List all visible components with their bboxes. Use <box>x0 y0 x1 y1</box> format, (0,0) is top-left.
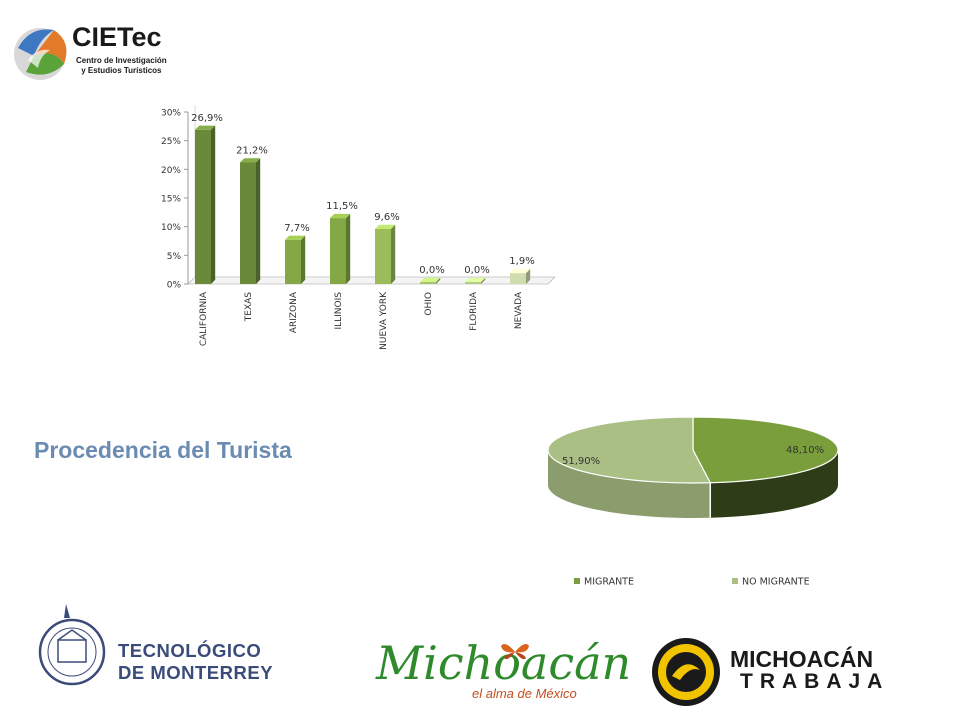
bar-data-label: 0,0% <box>419 265 444 276</box>
bar-side <box>346 213 351 284</box>
pie-slice-side <box>710 450 838 518</box>
cietec-emblem-icon <box>14 28 67 80</box>
bar-side <box>256 158 261 284</box>
legend-label: MIGRANTE <box>584 577 634 588</box>
michoacan-tagline: el alma de México <box>472 686 577 701</box>
bar-side <box>526 268 531 284</box>
y-tick-label: 20% <box>161 166 181 176</box>
bar-data-label: 11,5% <box>326 201 358 212</box>
bar-data-label: 21,2% <box>236 145 268 156</box>
bar-data-label: 0,0% <box>464 265 489 276</box>
bar-top <box>330 213 351 219</box>
bar-data-label: 9,6% <box>374 212 399 223</box>
bar-top <box>510 268 531 274</box>
bar-category-label: ARIZONA <box>289 291 299 333</box>
tec-monterrey-logo <box>36 600 286 695</box>
cietec-logo-subtitle: Centro de Investigación y Estudios Turís… <box>76 56 167 76</box>
pie-data-label: 48,10% <box>786 445 824 456</box>
pie-chart: 48,10% 51,90% MIGRANTE NO MIGRANTE <box>547 416 839 588</box>
bar-front <box>240 162 256 284</box>
bar-top <box>465 277 486 282</box>
cietec-subtitle-line1: Centro de Investigación <box>76 56 167 65</box>
bar-front <box>465 282 481 284</box>
bar-category-label: TEXAS <box>244 292 254 323</box>
bar-front <box>510 273 526 284</box>
michoacan-trabaja-logo <box>650 636 875 706</box>
pie-slice-top <box>692 416 839 484</box>
michoacan-trabaja-line2: TRABAJA <box>740 670 890 693</box>
cietec-logo <box>10 18 190 88</box>
bar-top <box>420 277 441 282</box>
bar-category-label: NEVADA <box>514 291 524 329</box>
bar-top <box>375 224 396 229</box>
bar-front <box>195 129 211 284</box>
bar-category-label: ILLINOIS <box>334 292 344 330</box>
bar-category-label: CALIFORNIA <box>199 291 209 346</box>
bar-data-label: 26,9% <box>191 113 223 124</box>
bar-data-label: 7,7% <box>284 223 309 234</box>
y-tick-label: 0% <box>167 281 182 291</box>
bar-side <box>211 125 216 284</box>
pie-data-label: 51,90% <box>562 456 600 467</box>
bar-top <box>285 235 306 240</box>
bar-category-label: FLORIDA <box>469 291 479 331</box>
bar-front <box>285 239 301 284</box>
cietec-logo-title: CIETec <box>72 22 162 52</box>
butterfly-icon <box>501 644 529 660</box>
bar-top <box>240 158 261 163</box>
section-title: Procedencia del Turista <box>34 437 292 463</box>
michoacan-trabaja-emblem-icon <box>652 638 720 706</box>
bar-side <box>391 224 396 284</box>
bar-data-label: 1,9% <box>509 256 534 267</box>
bar-category-label: NUEVA YORK <box>379 291 389 350</box>
bar-front <box>375 228 391 284</box>
bar-side <box>436 277 441 284</box>
y-tick-label: 30% <box>161 109 181 119</box>
bar-chart: 0% 5% 10% 15% 20% 25% 30% 26,9% CALIFORNIA 21,2% T… <box>161 105 556 350</box>
tec-seal-icon <box>38 604 106 686</box>
pie-slice-side <box>548 450 711 518</box>
bar-category-label: OHIO <box>424 292 434 316</box>
tec-line2: DE MONTERREY <box>118 662 274 683</box>
legend-label: NO MIGRANTE <box>742 577 810 588</box>
cietec-subtitle-line2: y Estudios Turísticos <box>81 66 162 75</box>
legend-swatch <box>574 578 580 584</box>
bar-side <box>301 235 306 284</box>
y-tick-label: 15% <box>161 195 181 205</box>
bar-side <box>481 277 486 284</box>
pie-slice-top <box>547 416 712 484</box>
bar-top <box>195 125 216 130</box>
michoacan-trabaja-line1: MICHOACÁN <box>730 646 874 672</box>
bar-front <box>330 218 346 284</box>
y-tick-label: 25% <box>161 137 181 147</box>
legend-swatch <box>732 578 738 584</box>
tec-monterrey-wordmark: TECNOLÓGICO DE MONTERREY <box>118 640 273 684</box>
y-tick-label: 5% <box>167 252 182 262</box>
tec-line1: TECNOLÓGICO <box>118 640 262 661</box>
bar-front <box>420 282 436 284</box>
y-tick-label: 10% <box>161 223 181 233</box>
